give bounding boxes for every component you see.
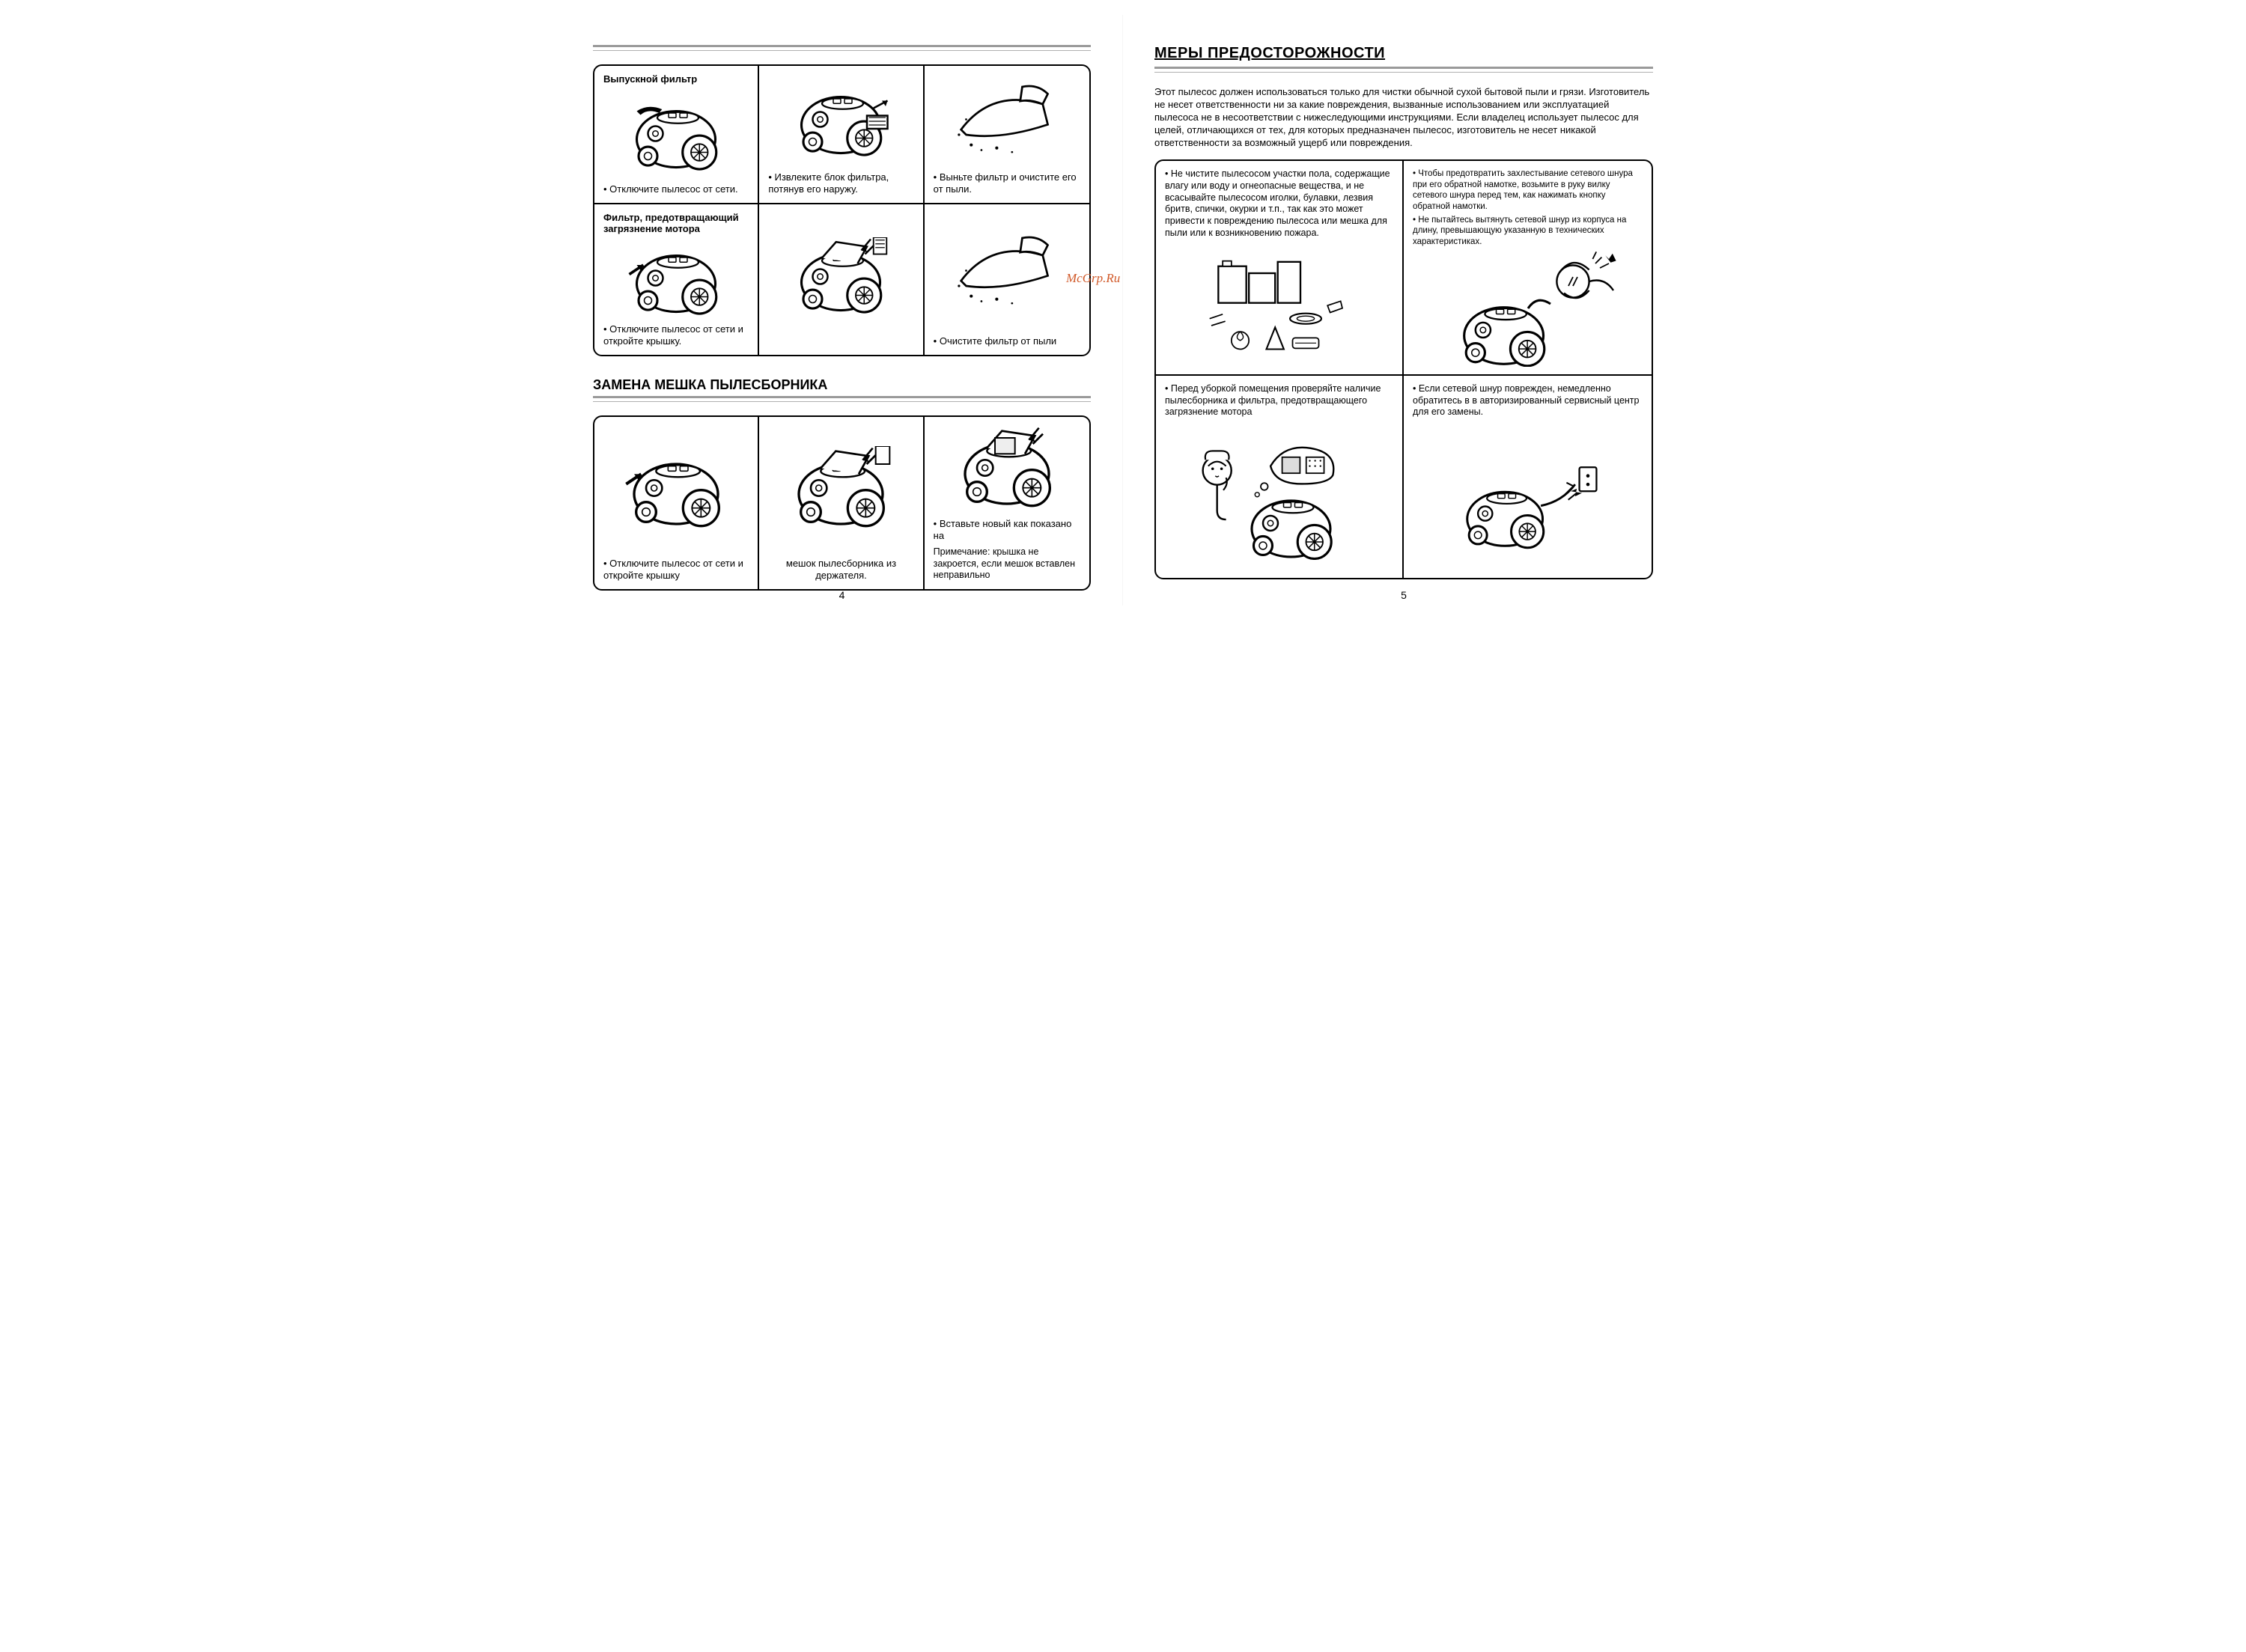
hand-wipe-illustration	[934, 212, 1080, 335]
precautions-grid: Не чистите пылесосом участки пола, содер…	[1154, 159, 1653, 579]
cell-caption: Вставьте новый как показано на	[934, 518, 1080, 543]
cell-text: Перед уборкой помещения проверяйте налич…	[1165, 383, 1393, 418]
page-number: 4	[839, 589, 845, 601]
divider	[593, 50, 1091, 51]
precaution-cell: Чтобы предотвратить захлестывание сетево…	[1404, 161, 1652, 376]
bullet-item: Чтобы предотвратить захлестывание сетево…	[1413, 168, 1643, 212]
cell-caption: Отключите пылесос от сети и откройте кры…	[603, 558, 749, 582]
filter-cell: Выньте фильтр и очистите его от пыли.	[925, 66, 1089, 204]
manual-spread: Выпускной фильтр Отключите пылесос от се…	[562, 15, 1684, 606]
cell-caption: мешок пылесборника из держателя.	[768, 558, 913, 582]
divider	[593, 45, 1091, 47]
precautions-title: МЕРЫ ПРЕДОСТОРОЖНОСТИ	[1154, 45, 1653, 62]
cell-caption: Очистите фильтр от пыли	[934, 335, 1080, 347]
filter-cell: Извлеките блок фильтра, потянув его нару…	[759, 66, 924, 204]
bullet-list: Чтобы предотвратить захлестывание сетево…	[1413, 168, 1643, 250]
cell-caption: Выньте фильтр и очистите его от пыли.	[934, 171, 1080, 196]
cell-title: Выпускной фильтр	[603, 73, 749, 85]
hazard-items-illustration	[1165, 245, 1393, 367]
divider	[593, 401, 1091, 402]
check-bag-illustration	[1165, 424, 1393, 570]
vacuum-illustration	[603, 89, 749, 183]
watermark: McGrp.Ru	[1066, 271, 1120, 286]
intro-paragraph: Этот пылесос должен использоваться тольк…	[1154, 86, 1653, 149]
vacuum-illustration	[603, 424, 749, 558]
bullet-item: Не пытайтесь вытянуть сетевой шнур из ко…	[1413, 215, 1643, 247]
cell-title: Фильтр, предотвращающий загрязнение мото…	[603, 212, 749, 234]
cell-caption: Отключите пылесос от сети.	[603, 183, 749, 195]
filter-cell: Очистите фильтр от пыли	[925, 204, 1089, 355]
bag-cell: мешок пылесборника из держателя.	[759, 417, 924, 589]
bag-replacement-grid: Отключите пылесос от сети и откройте кры…	[593, 415, 1091, 591]
vacuum-open-illustration	[768, 212, 913, 347]
vacuum-open-illustration	[934, 424, 1080, 518]
bag-cell: Отключите пылесос от сети и откройте кры…	[594, 417, 759, 589]
vacuum-open-illustration	[768, 424, 913, 558]
precaution-cell: Если сетевой шнур поврежден, немедленно …	[1404, 376, 1652, 578]
page-5: McGrp.Ru МЕРЫ ПРЕДОСТОРОЖНОСТИ Этот пыле…	[1123, 15, 1684, 606]
filter-cell	[759, 204, 924, 355]
precaution-cell: Не чистите пылесосом участки пола, содер…	[1156, 161, 1404, 376]
divider	[1154, 67, 1653, 69]
cord-whip-illustration	[1413, 250, 1643, 367]
filter-maintenance-grid: Выпускной фильтр Отключите пылесос от се…	[593, 64, 1091, 356]
cell-note: Примечание: крышка не закроется, если ме…	[934, 546, 1080, 582]
divider	[1154, 72, 1653, 73]
bag-cell: Вставьте новый как показано на Примечани…	[925, 417, 1089, 589]
bag-section-title: ЗАМЕНА МЕШКА ПЫЛЕСБОРНИКА	[593, 377, 1091, 393]
divider	[593, 396, 1091, 398]
filter-cell: Фильтр, предотвращающий загрязнение мото…	[594, 204, 759, 355]
cell-caption: Отключите пылесос от сети и откройте кры…	[603, 323, 749, 348]
precaution-cell: Перед уборкой помещения проверяйте налич…	[1156, 376, 1404, 578]
vacuum-illustration	[603, 239, 749, 323]
vacuum-illustration	[768, 73, 913, 171]
cell-text: Если сетевой шнур поврежден, немедленно …	[1413, 383, 1643, 418]
cell-text: Не чистите пылесосом участки пола, содер…	[1165, 168, 1393, 239]
damaged-cord-illustration	[1413, 424, 1643, 570]
page-4: Выпускной фильтр Отключите пылесос от се…	[562, 15, 1123, 606]
hand-wipe-illustration	[934, 73, 1080, 171]
cell-caption: Извлеките блок фильтра, потянув его нару…	[768, 171, 913, 196]
page-number: 5	[1401, 589, 1407, 601]
filter-cell: Выпускной фильтр Отключите пылесос от се…	[594, 66, 759, 204]
